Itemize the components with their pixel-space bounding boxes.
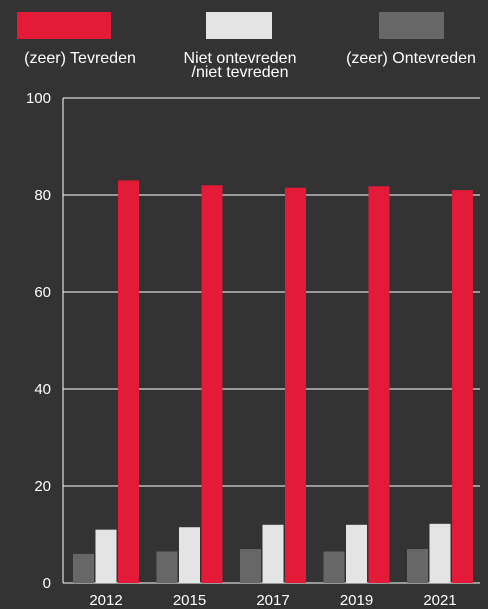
bar-2017-series-1	[262, 524, 284, 583]
y-tick-label-60: 60	[34, 284, 51, 301]
legend-swatch-0	[17, 12, 111, 39]
x-tick-label-2015: 2015	[173, 592, 206, 609]
bar-2019-series-0	[323, 551, 345, 583]
bar-2021-series-1	[429, 523, 451, 583]
bar-2012-series-2	[118, 180, 139, 583]
legend-label-1-0: Niet ontevreden	[184, 50, 297, 67]
bar-2021-series-2	[452, 190, 473, 583]
bar-2017-series-2	[285, 187, 306, 583]
y-tick-label-20: 20	[34, 478, 51, 495]
bar-2015-series-2	[201, 185, 223, 584]
bar-2012-series-1	[95, 529, 117, 583]
legend-label-2-0: (zeer) Ontevreden	[346, 50, 476, 67]
x-axis: 2012 2015 2017 2019 2021	[89, 592, 456, 609]
x-tick-label-2012: 2012	[89, 592, 122, 609]
y-axis: 0 20 40 60 80 100	[26, 90, 480, 592]
bar-2015-series-0	[156, 551, 178, 583]
chart-legend: (zeer) Tevreden Niet ontevreden/niet tevr…	[17, 12, 476, 81]
bar-2017-series-0	[240, 549, 261, 583]
x-tick-label-2017: 2017	[256, 592, 289, 609]
y-tick-label-100: 100	[26, 90, 51, 107]
bar-2021-series-0	[407, 549, 428, 583]
x-tick-label-2021: 2021	[423, 592, 456, 609]
bar-2019-series-2	[368, 186, 390, 583]
legend-swatch-2	[379, 12, 444, 39]
y-tick-label-40: 40	[34, 381, 51, 398]
legend-swatch-1	[206, 12, 272, 39]
x-tick-label-2019: 2019	[340, 592, 373, 609]
chart-gridlines	[63, 97, 480, 487]
legend-label-1-1: /niet tevreden	[192, 64, 289, 81]
legend-label-0-0: (zeer) Tevreden	[24, 50, 136, 67]
bar-2015-series-1	[179, 527, 200, 583]
y-tick-label-0: 0	[43, 575, 51, 592]
bar-2012-series-0	[73, 553, 94, 583]
y-tick-label-80: 80	[34, 187, 51, 204]
chart-bars	[73, 180, 473, 584]
bar-2019-series-1	[346, 524, 367, 583]
